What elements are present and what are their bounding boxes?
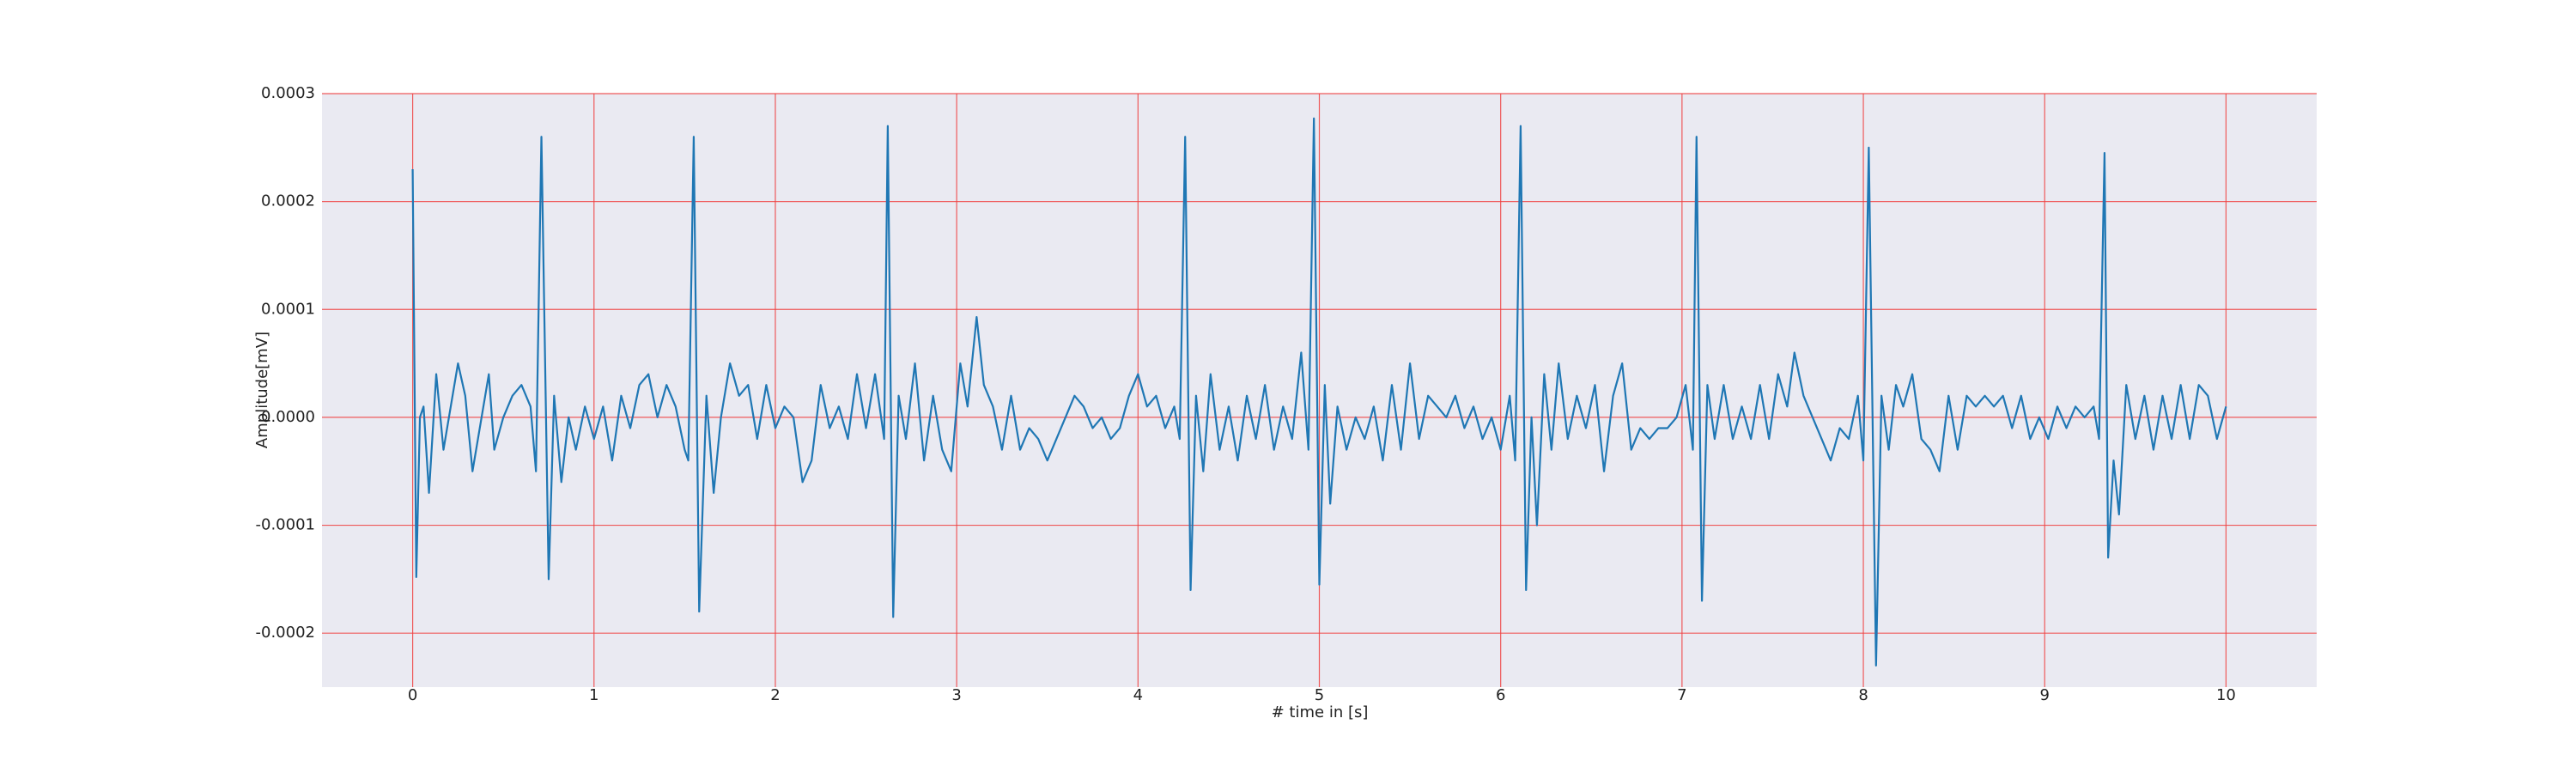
y-tick-label: 0.0001 — [261, 300, 315, 318]
x-tick-label: 4 — [1133, 686, 1143, 704]
x-tick-label: 8 — [1858, 686, 1868, 704]
x-tick-label: 0 — [408, 686, 417, 704]
x-tick-label: 9 — [2040, 686, 2050, 704]
x-tick-label: 2 — [770, 686, 780, 704]
y-tick-label: 0.0003 — [261, 84, 315, 102]
x-tick-label: 7 — [1677, 686, 1686, 704]
x-tick-label: 6 — [1496, 686, 1505, 704]
x-tick-label: 1 — [589, 686, 598, 704]
x-tick-label: 5 — [1315, 686, 1324, 704]
y-tick-label: -0.0001 — [256, 516, 315, 534]
y-tick-label: 0.0002 — [261, 192, 315, 210]
x-axis-label: # time in [s] — [1272, 703, 1369, 721]
x-tick-label: 3 — [951, 686, 961, 704]
x-tick-label: 10 — [2216, 686, 2236, 704]
y-tick-label: 0.0000 — [261, 408, 315, 426]
y-axis-label: Amplitude[mV] — [253, 332, 271, 448]
line — [411, 117, 2227, 666]
y-tick-label: -0.0002 — [256, 624, 315, 642]
